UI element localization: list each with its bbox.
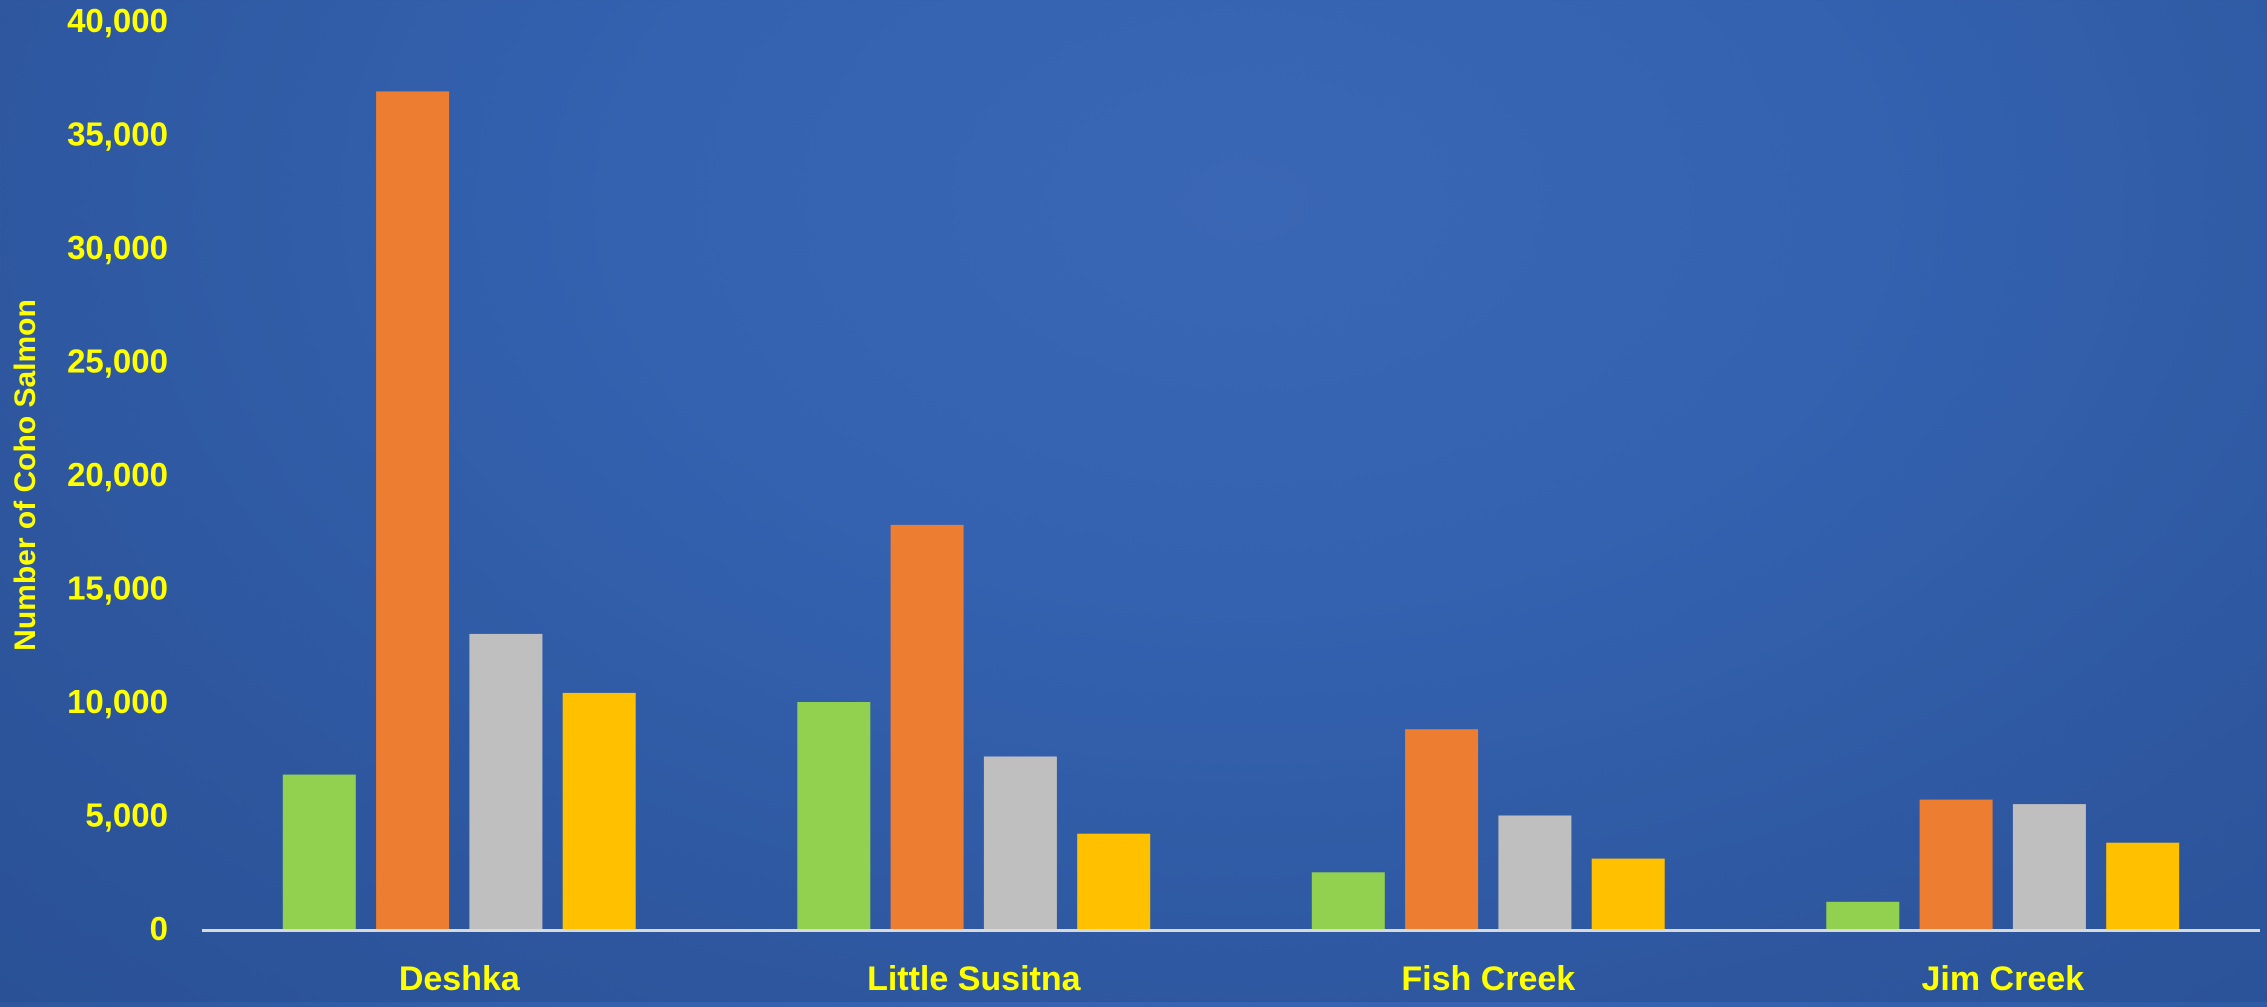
bar [2106,842,2180,929]
y-tick-label: 0 [150,910,168,947]
bar [890,524,964,929]
bar [797,702,871,929]
bar [983,756,1057,929]
bar [282,774,356,929]
y-tick-label: 5,000 [85,797,168,834]
bar [562,692,636,929]
bar [1826,901,1900,929]
bars [282,91,2180,930]
bar [376,91,450,929]
x-category-label: Deshka [399,960,521,998]
bar [1311,872,1385,930]
x-category-label: Fish Creek [1401,960,1575,998]
y-tick-label: 20,000 [67,456,168,493]
bar [469,633,543,929]
x-category-label: Jim Creek [1922,960,2085,998]
bar [1077,833,1151,929]
bar [1591,858,1665,929]
y-tick-label: 25,000 [67,343,168,380]
bar [1405,729,1479,929]
y-axis-ticks: 0 5,000 10,000 15,000 20,000 25,000 30,000 35,0… [67,2,168,947]
y-tick-label: 15,000 [67,570,168,607]
y-tick-label: 10,000 [67,683,168,720]
x-category-label: Little Susitna [867,960,1082,998]
y-tick-label: 40,000 [67,2,168,39]
y-axis-title: Number of Coho Salmon [9,299,42,651]
y-tick-label: 35,000 [67,116,168,153]
bar [2012,804,2086,929]
x-axis-labels: Deshka Little Susitna Fish Creek Jim Creek [399,960,2084,998]
bar [1498,815,1572,929]
bar [1919,799,1993,929]
y-tick-label: 30,000 [67,229,168,266]
